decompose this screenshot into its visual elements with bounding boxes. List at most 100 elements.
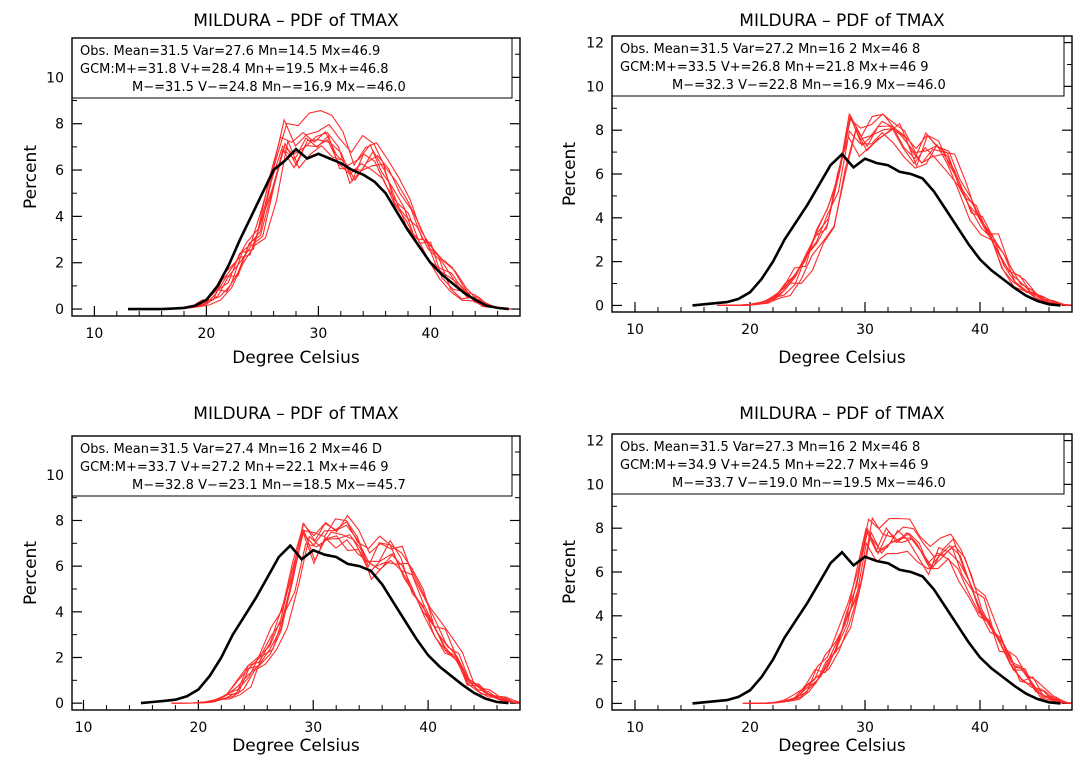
x-tick-label: 10 xyxy=(75,720,93,736)
ensemble-line xyxy=(717,112,1069,306)
y-tick-label: 8 xyxy=(595,123,604,139)
x-tick-label: 40 xyxy=(971,720,989,736)
panel-title: MILDURA – PDF of TMAX xyxy=(739,404,945,424)
plot-frame xyxy=(611,35,1073,313)
x-tick-label: 30 xyxy=(856,322,874,338)
ensemble-line xyxy=(724,122,1072,306)
ensemble-line xyxy=(172,514,520,704)
stats-line: GCM:M+=34.9 V+=24.5 Mn+=22.7 Mx+=46 9 xyxy=(620,458,929,473)
y-tick-label: 8 xyxy=(595,521,604,537)
ensemble-line xyxy=(745,517,1072,704)
ensemble-line xyxy=(171,520,520,704)
x-axis-label: Degree Celsius xyxy=(232,736,360,756)
plot-frame xyxy=(611,433,1073,711)
stats-line: GCM:M+=33.7 V+=27.2 Mn+=22.1 Mx+=46 9 xyxy=(80,460,389,475)
plot-area xyxy=(128,110,512,311)
panel-title: MILDURA – PDF of TMAX xyxy=(193,404,399,424)
ensemble-line xyxy=(743,541,1072,704)
ensemble-line xyxy=(172,528,520,704)
stats-box xyxy=(71,37,513,99)
plot-area xyxy=(692,516,1072,705)
panel-3: MILDURA – PDF of TMAX 10 20 30 40 0 2 4 6 8 10 Degr… xyxy=(21,404,521,756)
x-axis-label: Degree Celsius xyxy=(232,348,360,368)
ensemble-line xyxy=(744,528,1072,704)
ensemble-line xyxy=(150,139,510,310)
ensemble-line xyxy=(152,110,511,310)
ensemble-line xyxy=(717,130,1069,306)
stats-line: M−=32.8 V−=23.1 Mn−=18.5 Mx−=45.7 xyxy=(132,478,406,493)
x-tick-label: 40 xyxy=(971,322,989,338)
panel-1: MILDURA – PDF of TMAX 10 20 30 40 0 2 4 6 8 10 Degr… xyxy=(21,11,521,368)
x-tick-label: 20 xyxy=(189,720,207,736)
y-tick-label: 2 xyxy=(595,255,604,271)
plot-frame xyxy=(71,37,521,317)
stats-line: M−=32.3 V−=22.8 Mn−=16.9 Mx−=46.0 xyxy=(672,78,946,93)
x-axis-label: Degree Celsius xyxy=(778,736,906,756)
ensemble-line xyxy=(171,530,520,704)
stats-line: Obs. Mean=31.5 Var=27.6 Mn=14.5 Mx=46.9 xyxy=(80,44,380,59)
y-tick-label: 12 xyxy=(586,434,604,450)
ensemble-line xyxy=(743,525,1072,704)
x-tick-label: 30 xyxy=(304,720,322,736)
y-axis-label: Percent xyxy=(21,541,41,605)
y-tick-label: 6 xyxy=(55,559,64,575)
ensemble-line xyxy=(718,113,1070,306)
x-tick-label: 20 xyxy=(741,720,759,736)
ensemble-line xyxy=(171,518,520,704)
stats-line: Obs. Mean=31.5 Var=27.3 Mn=16 2 Mx=46 8 xyxy=(620,440,920,455)
x-tick-label: 30 xyxy=(856,720,874,736)
y-tick-label: 6 xyxy=(595,565,604,581)
panel-title: MILDURA – PDF of TMAX xyxy=(739,11,945,31)
x-tick-label: 40 xyxy=(419,720,437,736)
panel-title: MILDURA – PDF of TMAX xyxy=(193,11,399,31)
stats-line: GCM:M+=31.8 V+=28.4 Mn+=19.5 Mx+=46.8 xyxy=(80,62,389,77)
ensemble-line xyxy=(149,118,509,310)
y-tick-label: 10 xyxy=(46,70,64,86)
y-tick-label: 0 xyxy=(55,696,64,712)
y-tick-label: 4 xyxy=(55,209,64,225)
y-axis-label: Percent xyxy=(560,142,580,206)
y-tick-label: 0 xyxy=(55,302,64,318)
plot-frame xyxy=(71,435,521,711)
panel-4: MILDURA – PDF of TMAX 10 20 30 40 0 2 4 6 8 10 12 De… xyxy=(560,404,1073,756)
y-tick-label: 8 xyxy=(55,117,64,133)
y-tick-label: 2 xyxy=(55,650,64,666)
ensemble-line xyxy=(742,526,1072,704)
y-tick-label: 4 xyxy=(595,211,604,227)
panel-2: MILDURA – PDF of TMAX 10 20 30 40 0 2 4 6 8 10 12 De… xyxy=(560,11,1073,368)
y-tick-label: 10 xyxy=(586,477,604,493)
x-tick-label: 10 xyxy=(85,326,103,342)
stats-line: M−=33.7 V−=19.0 Mn−=19.5 Mx−=46.0 xyxy=(672,476,946,491)
y-tick-label: 2 xyxy=(595,653,604,669)
y-tick-label: 8 xyxy=(55,513,64,529)
y-axis-label: Percent xyxy=(21,145,41,209)
obs-line xyxy=(692,152,1061,307)
y-tick-label: 0 xyxy=(595,696,604,712)
stats-line: M−=31.5 V−=24.8 Mn−=16.9 Mx−=46.0 xyxy=(132,80,406,95)
y-tick-label: 2 xyxy=(55,256,64,272)
plot-area xyxy=(140,514,520,705)
x-tick-label: 10 xyxy=(626,720,644,736)
stats-line: GCM:M+=33.5 V+=26.8 Mn+=21.8 Mx+=46 9 xyxy=(620,60,929,75)
x-tick-label: 20 xyxy=(197,326,215,342)
stats-line: Obs. Mean=31.5 Var=27.4 Mn=16 2 Mx=46 D xyxy=(80,442,382,457)
stats-line: Obs. Mean=31.5 Var=27.2 Mn=16 2 Mx=46 8 xyxy=(620,42,920,57)
obs-line xyxy=(128,147,509,311)
ensemble-line xyxy=(171,524,520,704)
y-tick-label: 4 xyxy=(595,609,604,625)
ensemble-line xyxy=(177,531,520,704)
y-tick-label: 10 xyxy=(46,468,64,484)
y-tick-label: 0 xyxy=(595,298,604,314)
stats-box xyxy=(611,433,1065,495)
ensemble-line xyxy=(718,113,1069,306)
y-tick-label: 4 xyxy=(55,605,64,621)
stats-box xyxy=(611,35,1065,97)
y-tick-label: 6 xyxy=(595,167,604,183)
y-tick-label: 6 xyxy=(55,163,64,179)
x-axis-label: Degree Celsius xyxy=(778,348,906,368)
plot-area xyxy=(692,112,1072,307)
y-tick-label: 10 xyxy=(586,79,604,95)
x-tick-label: 40 xyxy=(421,326,439,342)
ensemble-line xyxy=(717,127,1068,306)
